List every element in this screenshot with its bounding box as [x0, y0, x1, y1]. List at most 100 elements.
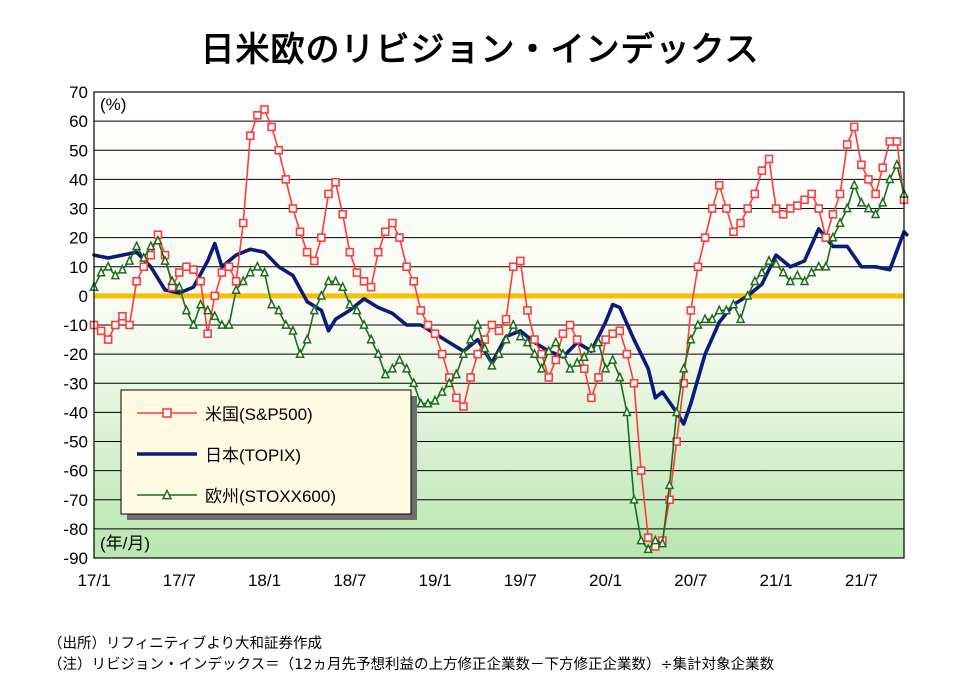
- data-point: [345, 298, 355, 309]
- data-point: [607, 354, 618, 364]
- data-point: [806, 266, 817, 277]
- y-tick-label: -80: [63, 520, 88, 539]
- data-point: [523, 306, 532, 315]
- data-point: [437, 386, 447, 396]
- data-point: [857, 160, 866, 170]
- data-point: [96, 326, 106, 336]
- data-point: [139, 252, 149, 262]
- data-point: [274, 304, 284, 315]
- x-unit-label: (年/月): [100, 534, 150, 553]
- data-point: [103, 260, 113, 271]
- data-point: [572, 335, 582, 344]
- data-point: [459, 402, 468, 411]
- data-point: [337, 281, 348, 292]
- data-point: [124, 255, 135, 265]
- series-line: [92, 227, 909, 426]
- data-point: [302, 333, 312, 344]
- data-point: [288, 324, 298, 335]
- data-point: [352, 268, 362, 277]
- data-point: [636, 534, 646, 545]
- data-point: [224, 262, 234, 272]
- data-point: [742, 289, 753, 300]
- data-point: [381, 227, 390, 237]
- data-point: [466, 373, 475, 382]
- data-point: [224, 319, 234, 329]
- data-point: [551, 355, 561, 365]
- data-point: [430, 329, 440, 339]
- data-point: [693, 319, 703, 329]
- data-point: [295, 348, 305, 359]
- data-point: [402, 262, 411, 272]
- data-point: [409, 277, 419, 286]
- data-point: [558, 348, 568, 359]
- data-point: [146, 250, 156, 260]
- plot-frame: [93, 91, 905, 559]
- data-point: [452, 393, 461, 403]
- data-point: [735, 313, 746, 324]
- data-point: [544, 345, 554, 356]
- data-point: [366, 333, 376, 344]
- data-point: [409, 377, 419, 388]
- data-point: [622, 349, 632, 359]
- data-point: [288, 204, 298, 213]
- data-point: [764, 154, 774, 164]
- data-point: [324, 189, 333, 199]
- data-point: [437, 349, 447, 359]
- data-point: [260, 105, 269, 114]
- data-point: [835, 217, 845, 227]
- data-point: [629, 378, 639, 388]
- data-point: [117, 263, 128, 274]
- y-unit-label: (%): [100, 95, 126, 114]
- data-point: [778, 210, 788, 219]
- data-point: [558, 329, 568, 339]
- data-point: [110, 269, 121, 280]
- data-point: [693, 262, 703, 272]
- data-point: [267, 122, 276, 132]
- data-point: [153, 234, 163, 245]
- data-point: [764, 255, 774, 265]
- data-point: [587, 393, 596, 403]
- data-point: [800, 195, 809, 205]
- y-tick-label: -10: [63, 316, 88, 335]
- data-point: [707, 204, 717, 213]
- data-point: [167, 275, 177, 286]
- data-point: [544, 373, 554, 382]
- data-point: [345, 247, 355, 257]
- data-point: [473, 349, 482, 359]
- data-point: [217, 268, 227, 277]
- data-point: [721, 304, 732, 315]
- data-point: [871, 189, 880, 199]
- data-point: [565, 320, 575, 330]
- data-point: [799, 275, 810, 286]
- data-point: [160, 255, 170, 265]
- data-point: [863, 202, 874, 213]
- x-tick-label: 17/7: [163, 571, 196, 590]
- data-point: [210, 310, 220, 321]
- data-point: [750, 189, 760, 199]
- x-tick-label: 18/1: [248, 571, 281, 590]
- data-point: [274, 145, 284, 155]
- data-point: [472, 319, 483, 329]
- data-point: [864, 175, 873, 184]
- data-point: [118, 311, 127, 321]
- data-point: [643, 533, 653, 542]
- data-point: [551, 336, 561, 347]
- data-point: [444, 377, 454, 388]
- x-tick-label: 20/7: [674, 571, 707, 590]
- x-tick-label: 19/7: [504, 571, 537, 590]
- data-point: [451, 368, 462, 379]
- data-point: [317, 233, 326, 242]
- data-point: [238, 275, 248, 286]
- data-point: [700, 233, 710, 242]
- data-point: [111, 320, 120, 330]
- data-point: [686, 333, 696, 344]
- data-point: [395, 233, 404, 242]
- data-point: [615, 371, 625, 382]
- data-point: [174, 281, 184, 292]
- data-point: [316, 289, 327, 300]
- y-tick-label: 50: [69, 141, 88, 160]
- data-point: [139, 262, 149, 272]
- data-point: [487, 359, 497, 370]
- data-point: [508, 262, 518, 272]
- data-point: [380, 368, 391, 379]
